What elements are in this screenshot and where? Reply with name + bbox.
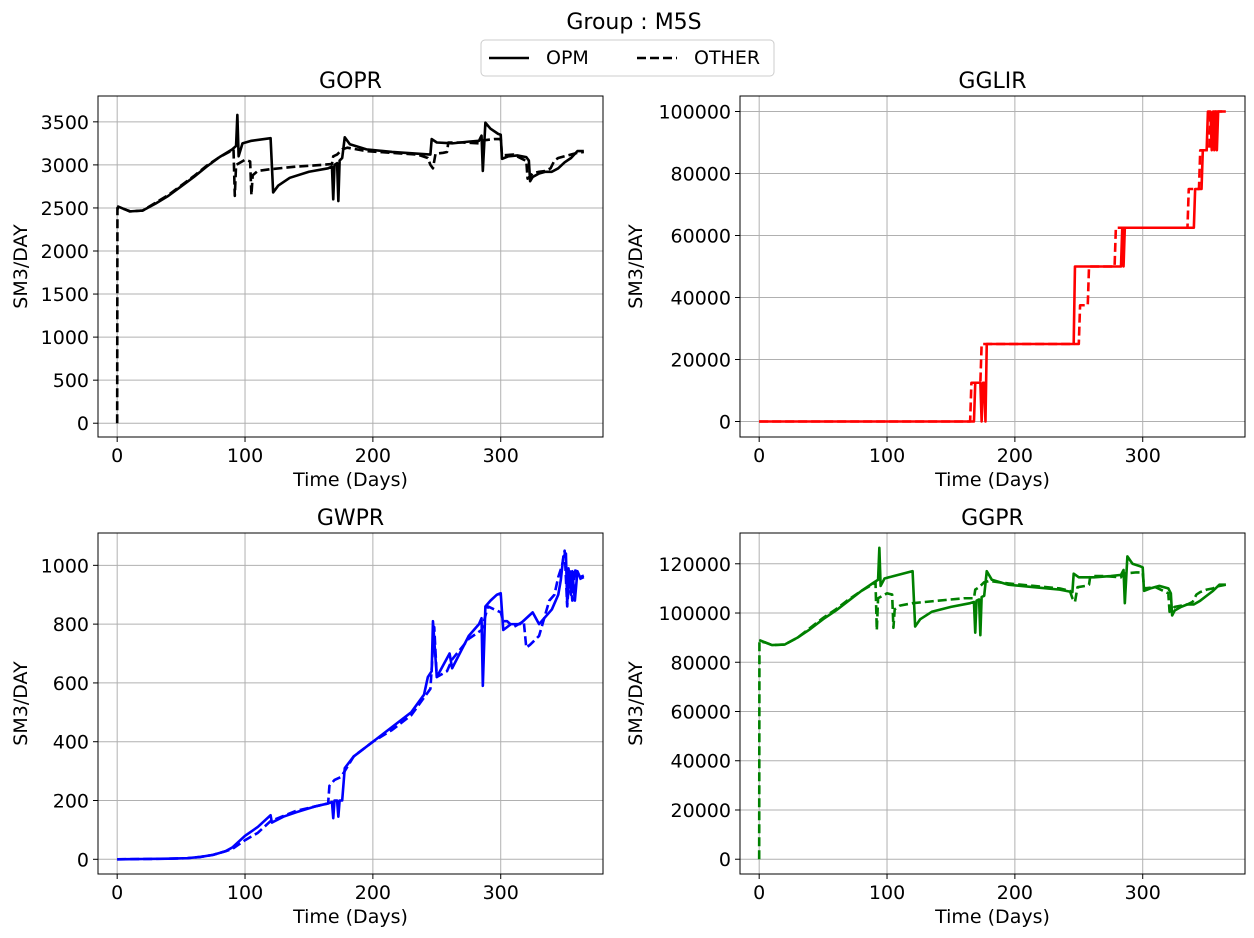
- gwpr-title: GWPR: [317, 506, 384, 531]
- gglir-xtick-label: 200: [997, 445, 1033, 467]
- gwpr-series-other: [117, 549, 585, 861]
- figure-title: Group : M5S: [566, 10, 701, 35]
- gopr-xtick-label: 100: [227, 445, 263, 467]
- gopr-ytick-label: 500: [53, 370, 89, 392]
- gwpr-ylabel: SM3/DAY: [10, 661, 32, 746]
- gopr-ytick-label: 2500: [41, 198, 89, 220]
- gwpr-axes-frame: [97, 532, 604, 875]
- legend-opm-label: OPM: [546, 47, 589, 69]
- gwpr-xtick-label: 300: [483, 882, 519, 904]
- legend-other-label: OTHER: [694, 47, 760, 69]
- gopr-panel: 0 100 200 3000500100015002000250030003500GO…: [10, 69, 604, 491]
- ggpr-ylabel: SM3/DAY: [625, 661, 647, 746]
- gwpr-ytick-label: 1000: [41, 555, 89, 577]
- ggpr-panel: 0 100 200 300 0 20000 40000 60000 80000 100000 120…: [625, 506, 1246, 928]
- ggpr-ytick-label: 100000: [658, 603, 731, 625]
- gopr-ytick-label: 1000: [41, 327, 89, 349]
- gwpr-ytick-label: 600: [53, 673, 89, 695]
- gglir-series-other: [759, 110, 1226, 423]
- gopr-ytick-label: 3000: [41, 155, 89, 177]
- gwpr-ytick-label: 800: [53, 614, 89, 636]
- gglir-ylabel: SM3/DAY: [625, 224, 647, 309]
- ggpr-title: GGPR: [961, 506, 1024, 531]
- ggpr-ytick-label: 0: [719, 849, 731, 871]
- gglir-xtick-label: 0: [753, 445, 765, 467]
- gglir-xtick-label: 300: [1125, 445, 1161, 467]
- ggpr-ytick-label: 20000: [671, 800, 731, 822]
- gglir-ytick-label: 0: [719, 412, 731, 434]
- gwpr-ytick-label: 400: [53, 732, 89, 754]
- gopr-title: GOPR: [319, 69, 382, 94]
- gglir-ytick-label: 100000: [658, 102, 731, 124]
- ggpr-ytick-label: 60000: [671, 702, 731, 724]
- gopr-xlabel: Time (Days): [292, 469, 408, 491]
- ggpr-ytick-label: 40000: [671, 751, 731, 773]
- gopr-ytick-label: 1500: [41, 284, 89, 306]
- gwpr-xtick-label: 200: [355, 882, 391, 904]
- gglir-title: GGLIR: [958, 69, 1026, 94]
- gopr-xtick-label: 0: [111, 445, 123, 467]
- gopr-ytick-label: 2000: [41, 241, 89, 263]
- gopr-xtick-label: 200: [355, 445, 391, 467]
- gglir-panel: 0 100 200 300 0 20000 40000 60000 80000 100000 GGL…: [625, 69, 1246, 491]
- gopr-series-opm: [116, 113, 584, 213]
- gglir-ytick-label: 60000: [671, 226, 731, 248]
- gwpr-xlabel: Time (Days): [292, 906, 408, 928]
- ggpr-ytick-label: 120000: [658, 554, 731, 576]
- gglir-axes-frame: [739, 95, 1246, 438]
- gglir-ytick-label: 20000: [671, 350, 731, 372]
- gwpr-ytick-label: 200: [53, 791, 89, 813]
- gglir-ytick-label: 40000: [671, 288, 731, 310]
- gglir-xlabel: Time (Days): [934, 469, 1050, 491]
- ggpr-xtick-label: 100: [869, 882, 905, 904]
- ggpr-series-other: [757, 571, 1227, 860]
- gopr-series-other: [115, 137, 584, 424]
- gwpr-series-opm: [117, 552, 585, 861]
- gwpr-xtick-label: 100: [227, 882, 263, 904]
- gopr-ylabel: SM3/DAY: [10, 224, 32, 309]
- ggpr-xlabel: Time (Days): [934, 906, 1050, 928]
- gwpr-ytick-label: 0: [77, 849, 89, 871]
- ggpr-axes-frame: [739, 532, 1246, 875]
- gopr-xtick-label: 300: [483, 445, 519, 467]
- ggpr-series-opm: [758, 546, 1226, 647]
- ggpr-ytick-label: 80000: [671, 652, 731, 674]
- gglir-series-opm: [759, 110, 1226, 423]
- ggpr-xtick-label: 0: [753, 882, 765, 904]
- gglir-ytick-label: 80000: [671, 164, 731, 186]
- legend: OPM OTHER: [480, 39, 775, 77]
- gwpr-xtick-label: 0: [111, 882, 123, 904]
- legend-box: [480, 39, 775, 77]
- gopr-ytick-label: 0: [77, 413, 89, 435]
- gopr-axes-frame: [97, 95, 604, 438]
- ggpr-xtick-label: 200: [997, 882, 1033, 904]
- gopr-ytick-label: 3500: [41, 112, 89, 134]
- ggpr-xtick-label: 300: [1125, 882, 1161, 904]
- gwpr-panel: 0 100 200 300 0 200 400 600 800 1000 GWPR Time (Day…: [10, 506, 604, 928]
- gglir-xtick-label: 100: [869, 445, 905, 467]
